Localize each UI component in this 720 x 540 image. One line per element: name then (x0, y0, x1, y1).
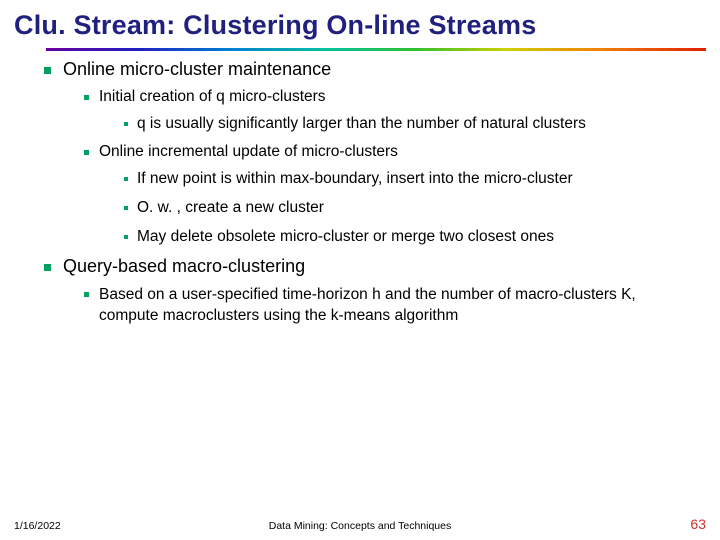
square-bullet-icon (124, 206, 128, 210)
square-bullet-icon (44, 67, 51, 74)
square-bullet-icon (84, 292, 89, 297)
bullet-text: Online incremental update of micro-clust… (99, 143, 702, 161)
slide-body: Online micro-cluster maintenance Initial… (0, 59, 720, 327)
square-bullet-icon (124, 235, 128, 239)
square-bullet-icon (84, 95, 89, 100)
square-bullet-icon (124, 122, 128, 126)
bullet-text: Initial creation of q micro-clusters (99, 88, 702, 106)
footer-center: Data Mining: Concepts and Techniques (0, 520, 720, 532)
bullet-l3: O. w. , create a new cluster (124, 198, 702, 219)
bullet-l2: Initial creation of q micro-clusters (84, 88, 702, 106)
bullet-text: Online micro-cluster maintenance (63, 59, 702, 80)
bullet-text: q is usually significantly larger than t… (137, 114, 702, 135)
bullet-text: If new point is within max-boundary, ins… (137, 169, 702, 190)
bullet-l2: Based on a user-specified time-horizon h… (84, 285, 702, 327)
bullet-text: Query-based macro-clustering (63, 256, 702, 277)
bullet-l1: Online micro-cluster maintenance (44, 59, 702, 80)
bullet-text: O. w. , create a new cluster (137, 198, 702, 219)
slide-title: Clu. Stream: Clustering On-line Streams (0, 0, 720, 44)
bullet-l3: q is usually significantly larger than t… (124, 114, 702, 135)
bullet-l3: If new point is within max-boundary, ins… (124, 169, 702, 190)
bullet-l1: Query-based macro-clustering (44, 256, 702, 277)
bullet-l2: Online incremental update of micro-clust… (84, 143, 702, 161)
bullet-text: May delete obsolete micro-cluster or mer… (137, 227, 702, 248)
square-bullet-icon (84, 150, 89, 155)
page-number: 63 (690, 516, 706, 532)
square-bullet-icon (124, 177, 128, 181)
footer-date: 1/16/2022 (14, 520, 61, 532)
bullet-l3: May delete obsolete micro-cluster or mer… (124, 227, 702, 248)
bullet-text: Based on a user-specified time-horizon h… (99, 285, 702, 327)
square-bullet-icon (44, 264, 51, 271)
footer: 1/16/2022 Data Mining: Concepts and Tech… (0, 520, 720, 532)
title-underline (46, 48, 706, 51)
